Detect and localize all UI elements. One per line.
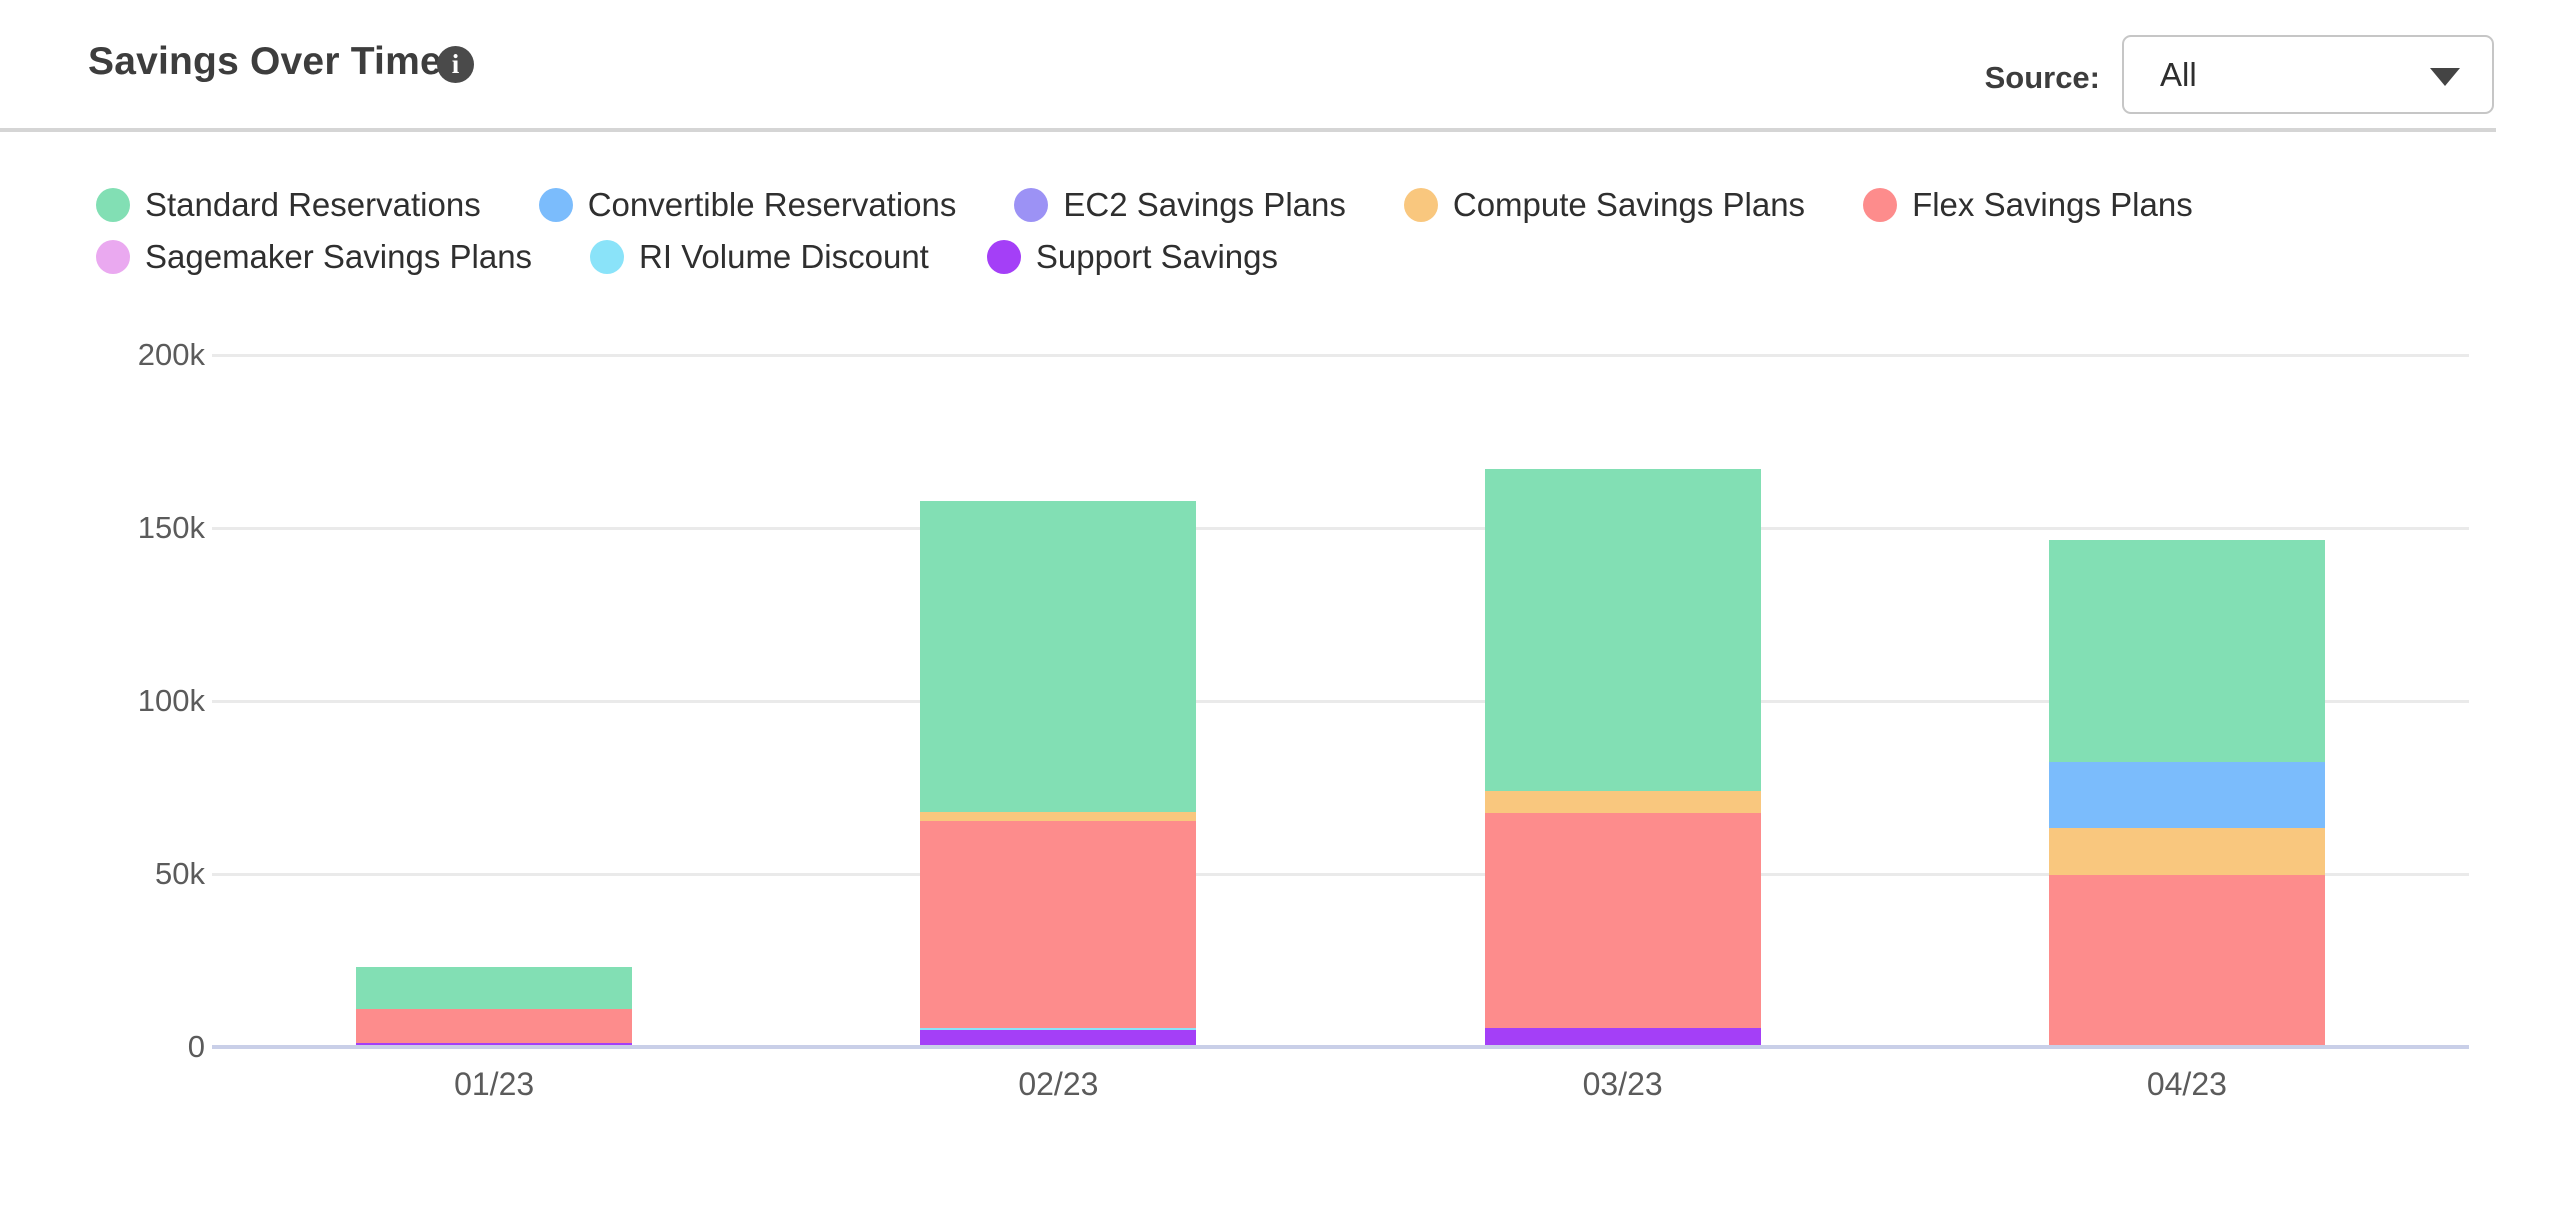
legend-dot-icon bbox=[590, 240, 625, 274]
legend-dot-icon bbox=[1403, 188, 1438, 222]
chart-legend: Standard Reservations Convertible Reserva… bbox=[96, 186, 2226, 276]
info-icon[interactable]: i bbox=[437, 46, 474, 83]
legend-label: Compute Savings Plans bbox=[1452, 186, 1806, 223]
y-tick-label-50k: 50k bbox=[155, 856, 205, 891]
legend-dot-icon bbox=[986, 240, 1021, 274]
legend-item-support-savings[interactable]: Support Savings bbox=[986, 238, 1279, 276]
legend-item-sagemaker-savings-plans[interactable]: Sagemaker Savings Plans bbox=[96, 238, 532, 276]
header-divider bbox=[0, 128, 2496, 132]
y-tick-label-100k: 100k bbox=[137, 683, 205, 718]
bar-segment-ri-volume-discount-02-23 bbox=[920, 1027, 1197, 1031]
y-tick-label-150k: 150k bbox=[137, 510, 205, 545]
bar-segment-support-savings-03-23 bbox=[1484, 1027, 1761, 1047]
bar-segment-compute-savings-plans-02-23 bbox=[920, 812, 1197, 822]
bar-segment-compute-savings-plans-04-23 bbox=[2048, 827, 2325, 876]
legend-item-standard-reservations[interactable]: Standard Reservations bbox=[96, 186, 481, 224]
legend-item-ec2-savings-plans[interactable]: EC2 Savings Plans bbox=[1014, 186, 1346, 224]
page-title: Savings Over Time bbox=[88, 40, 442, 83]
info-icon-glyph: i bbox=[451, 49, 460, 79]
bar-segment-support-savings-02-23 bbox=[920, 1030, 1197, 1047]
bar-segment-flex-savings-plans-02-23 bbox=[920, 821, 1197, 1028]
bar-segment-standard-reservations-04-23 bbox=[2048, 539, 2325, 763]
legend-dot-icon bbox=[538, 188, 573, 222]
legend-dot-icon bbox=[1863, 188, 1898, 222]
chevron-down-icon bbox=[2430, 67, 2460, 86]
legend-item-compute-savings-plans[interactable]: Compute Savings Plans bbox=[1403, 186, 1806, 224]
bar-segment-flex-savings-plans-01-23 bbox=[356, 1008, 633, 1043]
y-tick-label-200k: 200k bbox=[137, 337, 205, 372]
legend-item-convertible-reservations[interactable]: Convertible Reservations bbox=[538, 186, 957, 224]
bar-segment-support-savings-01-23 bbox=[356, 1042, 633, 1047]
bar-segment-convertible-reservations-04-23 bbox=[2048, 762, 2325, 828]
source-dropdown[interactable]: All bbox=[2122, 35, 2494, 114]
legend-item-ri-volume-discount[interactable]: RI Volume Discount bbox=[590, 238, 929, 276]
x-axis-baseline bbox=[212, 1045, 2469, 1049]
bar-segment-flex-savings-plans-04-23 bbox=[2048, 875, 2325, 1047]
legend-label: Standard Reservations bbox=[145, 186, 481, 223]
x-tick-label-02-23: 02/23 bbox=[1018, 1066, 1099, 1102]
source-dropdown-value: All bbox=[2160, 55, 2197, 93]
gridline-100k bbox=[212, 699, 2469, 703]
y-tick-label-0: 0 bbox=[187, 1029, 205, 1064]
legend-label: RI Volume Discount bbox=[639, 238, 929, 275]
bar-segment-standard-reservations-02-23 bbox=[920, 500, 1197, 813]
legend-dot-icon bbox=[96, 188, 130, 222]
legend-label: Support Savings bbox=[1035, 238, 1279, 275]
x-tick-label-01-23: 01/23 bbox=[454, 1066, 535, 1102]
source-label: Source: bbox=[1984, 60, 2100, 95]
legend-label: Convertible Reservations bbox=[587, 186, 957, 223]
gridline-50k bbox=[212, 872, 2469, 876]
bar-segment-standard-reservations-03-23 bbox=[1484, 468, 1761, 791]
bar-segment-standard-reservations-01-23 bbox=[356, 966, 633, 1009]
x-tick-label-04-23: 04/23 bbox=[2146, 1066, 2227, 1102]
legend-label: EC2 Savings Plans bbox=[1063, 186, 1346, 223]
gridline-200k bbox=[212, 353, 2469, 357]
bar-segment-compute-savings-plans-03-23 bbox=[1484, 790, 1761, 814]
legend-item-flex-savings-plans[interactable]: Flex Savings Plans bbox=[1863, 186, 2193, 224]
gridline-150k bbox=[212, 526, 2469, 530]
x-tick-label-03-23: 03/23 bbox=[1582, 1066, 1663, 1102]
legend-label: Flex Savings Plans bbox=[1912, 186, 2193, 223]
bar-segment-flex-savings-plans-03-23 bbox=[1484, 813, 1761, 1028]
legend-dot-icon bbox=[96, 240, 130, 274]
legend-dot-icon bbox=[1014, 188, 1049, 222]
legend-label: Sagemaker Savings Plans bbox=[145, 238, 533, 275]
